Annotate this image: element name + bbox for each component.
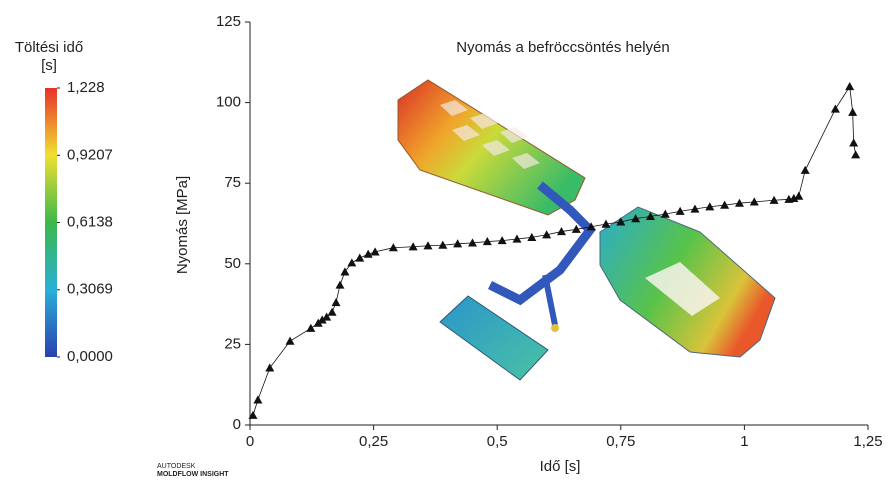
logo-line: AUTODESK xyxy=(157,463,196,470)
part-image xyxy=(398,80,775,380)
data-point xyxy=(340,267,349,275)
x-tick-label: 1,25 xyxy=(853,433,882,450)
colorbar-title: Töltési idő xyxy=(15,39,83,56)
x-tick-label: 0,5 xyxy=(487,433,508,450)
colorbar xyxy=(45,88,57,357)
y-tick-label: 125 xyxy=(216,13,241,30)
data-point xyxy=(328,308,337,316)
y-tick-label: 0 xyxy=(233,416,241,433)
colorbar-unit: [s] xyxy=(41,57,57,74)
chart: Nyomás a befröccsöntés helyén Idő [s] Ny… xyxy=(0,0,891,481)
data-point xyxy=(253,395,262,403)
data-point xyxy=(332,298,341,306)
data-point xyxy=(347,258,356,266)
y-tick-label: 50 xyxy=(224,255,241,272)
colorbar-tick-label: 0,9207 xyxy=(67,146,113,163)
x-tick-label: 1 xyxy=(740,433,748,450)
data-point xyxy=(364,250,373,258)
colorbar-tick-label: 0,3069 xyxy=(67,281,113,298)
data-point xyxy=(335,281,344,289)
y-tick-label: 25 xyxy=(224,335,241,352)
data-point xyxy=(286,337,295,345)
colorbar-tick-label: 0,6138 xyxy=(67,214,113,231)
x-tick-label: 0,75 xyxy=(606,433,635,450)
data-point xyxy=(265,363,274,371)
data-point xyxy=(794,192,803,200)
data-point xyxy=(801,166,810,174)
data-point xyxy=(849,138,858,146)
y-tick-label: 75 xyxy=(224,174,241,191)
colorbar-tick-label: 0,0000 xyxy=(67,348,113,365)
x-tick-label: 0 xyxy=(246,433,254,450)
data-point xyxy=(831,105,840,113)
data-line xyxy=(253,86,856,415)
chart-title: Nyomás a befröccsöntés helyén xyxy=(456,39,669,56)
data-point xyxy=(848,108,857,116)
logo-line: MOLDFLOW INSIGHT xyxy=(157,471,229,478)
x-tick-label: 0,25 xyxy=(359,433,388,450)
page: {"chart_data": { "type": "line", "title"… xyxy=(0,0,891,481)
data-point xyxy=(306,324,315,332)
y-axis-label: Nyomás [MPa] xyxy=(174,176,191,274)
y-tick-label: 100 xyxy=(216,94,241,111)
data-point xyxy=(851,150,860,158)
colorbar-tick-label: 1,228 xyxy=(67,79,105,96)
data-point xyxy=(355,253,364,261)
x-axis-label: Idő [s] xyxy=(540,458,581,475)
data-point xyxy=(845,82,854,90)
